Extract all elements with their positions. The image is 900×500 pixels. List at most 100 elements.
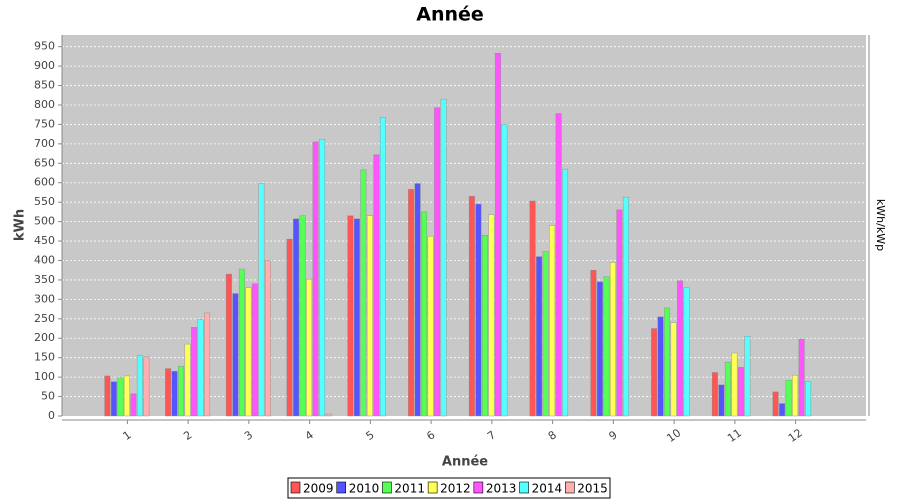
bar [245,287,252,417]
x-tick-label: 10 [664,426,683,445]
bar [731,352,738,417]
bar [238,268,245,417]
y-tick-label: 150 [34,351,55,364]
y-tick-label: 350 [34,273,55,286]
y-tick-label: 950 [34,40,55,53]
legend-label: 2014 [532,482,563,496]
legend-label: 2015 [577,482,608,496]
x-tick-label: 3 [242,428,255,443]
bar [171,371,178,417]
chart-title: Année [416,4,484,26]
y-tick-label: 200 [34,331,55,344]
bar [549,225,556,417]
bar [379,117,386,417]
bar [609,262,616,417]
x-tick-label: 1 [120,428,133,443]
bar [622,196,629,417]
bar [792,374,799,417]
y-tick-label: 800 [34,98,55,111]
x-tick-label: 8 [546,428,559,443]
bar [165,368,172,417]
y-tick-label: 250 [34,312,55,325]
bar [104,375,111,417]
bar [683,287,690,417]
bar [785,380,792,417]
bar [143,356,150,417]
y-tick-label: 700 [34,137,55,150]
bar [434,107,441,417]
bar [744,336,751,417]
bar [427,236,434,417]
bar [657,316,664,417]
x-tick-label: 2 [181,428,194,443]
bar [670,322,677,417]
bar [191,327,198,417]
bar [373,154,380,417]
bar [197,319,204,417]
bar [184,343,191,417]
bar [130,393,137,417]
bar [590,270,597,417]
bar [136,355,143,417]
bar [711,372,718,417]
x-tick-label: 7 [485,428,498,443]
legend-swatch [564,481,575,494]
bar [798,338,805,417]
bar [178,366,185,417]
bar [664,307,671,417]
y-tick-label: 400 [34,253,55,266]
x-tick-label: 4 [303,428,316,443]
y-tick-label: 750 [34,117,55,130]
legend-label: 2010 [349,482,380,496]
y-tick-label: 500 [34,215,55,228]
y-tick-label: 450 [34,234,55,247]
bar [319,138,326,417]
bar [475,203,482,417]
y-tick-label: 900 [34,59,55,72]
bar [596,281,603,417]
legend-swatch [427,481,438,494]
legend-swatch [519,481,529,494]
y-tick-label: 600 [34,176,55,189]
bar [501,124,508,417]
bar [232,293,239,417]
bar [494,53,501,417]
bar [536,256,543,417]
bar [737,367,744,417]
bar [414,183,421,417]
bar [325,413,332,417]
bar [677,280,684,417]
y2-axis-label: kWh/kWp [874,199,887,251]
bar [718,384,725,417]
legend-swatch [336,481,347,494]
bar [204,312,211,417]
legend-label: 2009 [303,482,334,496]
bar [616,209,623,417]
bar [225,273,232,417]
bar [117,377,124,417]
y-tick-label: 550 [34,195,55,208]
bar [123,375,130,417]
y-axis-label: kWh [13,209,28,241]
bar [312,141,319,417]
bar [421,211,428,417]
y-tick-label: 650 [34,156,55,169]
y-tick-label: 850 [34,79,55,92]
legend-swatch [290,481,301,494]
bar [347,215,354,417]
bar [779,403,786,417]
bar [772,391,779,417]
bar [251,283,258,417]
bar [724,362,731,417]
y-tick-label: 300 [34,292,55,305]
x-axis-label: Année [442,455,488,470]
y-tick-label: 0 [48,409,55,422]
bar [542,251,549,417]
bar [555,113,562,417]
legend-swatch [473,481,484,494]
bar [408,189,415,417]
bar [306,278,313,417]
x-tick-label: 9 [606,428,619,443]
legend-label: 2011 [394,482,425,496]
